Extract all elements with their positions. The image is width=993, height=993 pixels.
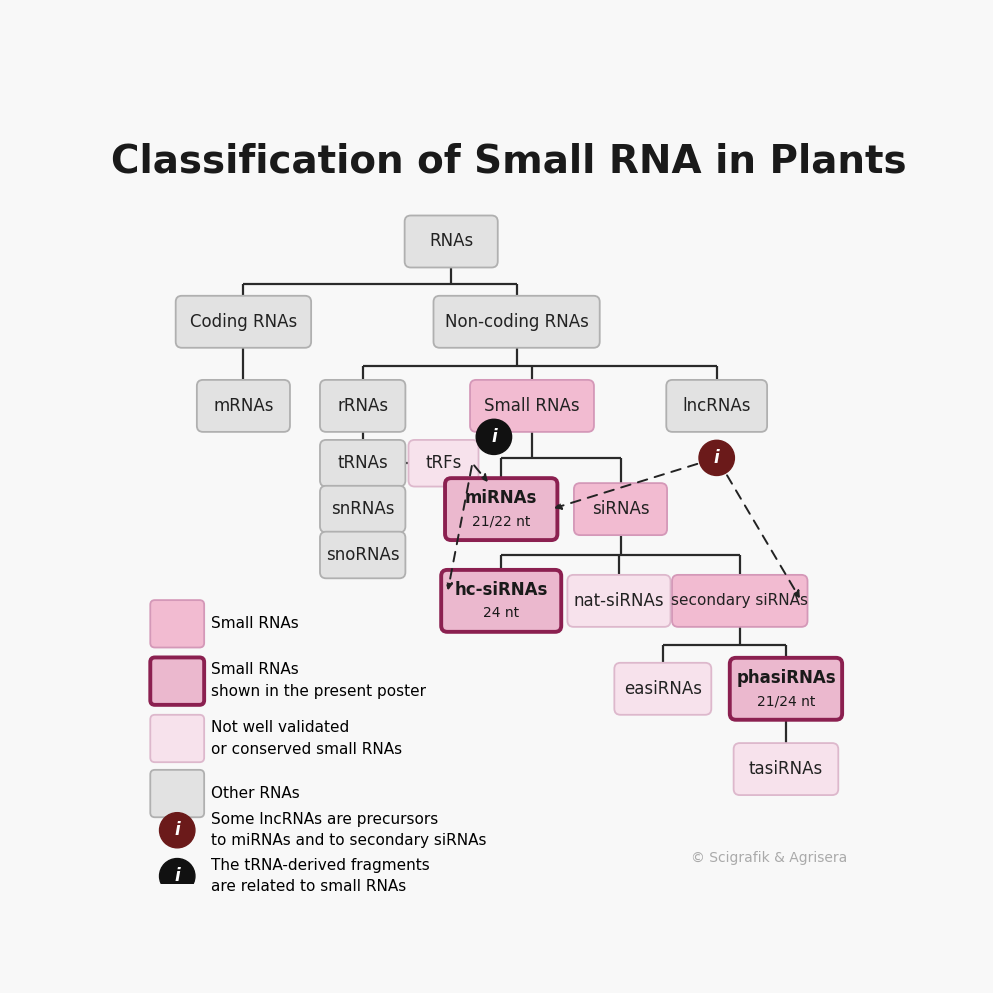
FancyBboxPatch shape bbox=[150, 600, 205, 647]
FancyBboxPatch shape bbox=[730, 657, 842, 720]
Circle shape bbox=[477, 419, 511, 455]
Text: i: i bbox=[175, 821, 180, 839]
Text: hc-siRNAs: hc-siRNAs bbox=[455, 581, 548, 599]
Text: nat-siRNAs: nat-siRNAs bbox=[574, 592, 664, 610]
Text: 24 nt: 24 nt bbox=[484, 606, 519, 620]
Text: 21/24 nt: 21/24 nt bbox=[757, 694, 815, 708]
Text: to miRNAs and to secondary siRNAs: to miRNAs and to secondary siRNAs bbox=[212, 833, 487, 848]
FancyBboxPatch shape bbox=[567, 575, 670, 627]
FancyBboxPatch shape bbox=[445, 479, 557, 540]
FancyBboxPatch shape bbox=[150, 657, 205, 705]
FancyBboxPatch shape bbox=[320, 531, 405, 578]
FancyBboxPatch shape bbox=[197, 380, 290, 432]
Text: tRNAs: tRNAs bbox=[338, 454, 388, 473]
Text: Non-coding RNAs: Non-coding RNAs bbox=[445, 313, 589, 331]
Text: i: i bbox=[714, 449, 720, 467]
Text: tRFs: tRFs bbox=[425, 454, 462, 473]
FancyBboxPatch shape bbox=[320, 486, 405, 532]
Text: Classification of Small RNA in Plants: Classification of Small RNA in Plants bbox=[111, 142, 907, 180]
FancyBboxPatch shape bbox=[574, 484, 667, 535]
Text: RNAs: RNAs bbox=[429, 232, 474, 250]
FancyBboxPatch shape bbox=[666, 380, 768, 432]
Text: Not well validated: Not well validated bbox=[212, 720, 350, 735]
FancyBboxPatch shape bbox=[734, 743, 838, 795]
FancyBboxPatch shape bbox=[470, 380, 594, 432]
Text: or conserved small RNAs: or conserved small RNAs bbox=[212, 742, 402, 757]
FancyBboxPatch shape bbox=[150, 770, 205, 817]
FancyBboxPatch shape bbox=[320, 380, 405, 432]
Text: snRNAs: snRNAs bbox=[331, 500, 394, 518]
FancyBboxPatch shape bbox=[404, 215, 497, 267]
Text: miRNAs: miRNAs bbox=[465, 490, 537, 507]
Circle shape bbox=[160, 859, 195, 894]
Text: i: i bbox=[491, 428, 496, 446]
Text: i: i bbox=[175, 867, 180, 885]
Text: tasiRNAs: tasiRNAs bbox=[749, 760, 823, 779]
Text: © Scigrafik & Agrisera: © Scigrafik & Agrisera bbox=[691, 851, 847, 865]
Circle shape bbox=[699, 440, 735, 476]
Text: shown in the present poster: shown in the present poster bbox=[212, 684, 426, 699]
Text: Coding RNAs: Coding RNAs bbox=[190, 313, 297, 331]
Text: Other RNAs: Other RNAs bbox=[212, 786, 300, 801]
Text: snoRNAs: snoRNAs bbox=[326, 546, 399, 564]
Text: 21/22 nt: 21/22 nt bbox=[472, 514, 530, 528]
FancyBboxPatch shape bbox=[441, 570, 561, 632]
Text: are related to small RNAs: are related to small RNAs bbox=[212, 879, 406, 894]
FancyBboxPatch shape bbox=[150, 715, 205, 763]
FancyBboxPatch shape bbox=[176, 296, 311, 348]
FancyBboxPatch shape bbox=[615, 662, 711, 715]
Text: Some lncRNAs are precursors: Some lncRNAs are precursors bbox=[212, 812, 438, 827]
Text: mRNAs: mRNAs bbox=[213, 397, 274, 415]
Text: Small RNAs: Small RNAs bbox=[212, 662, 299, 677]
FancyBboxPatch shape bbox=[672, 575, 807, 627]
Text: Small RNAs: Small RNAs bbox=[485, 397, 580, 415]
Text: phasiRNAs: phasiRNAs bbox=[736, 669, 836, 687]
Text: secondary siRNAs: secondary siRNAs bbox=[671, 594, 808, 609]
FancyBboxPatch shape bbox=[434, 296, 600, 348]
Text: The tRNA-derived fragments: The tRNA-derived fragments bbox=[212, 858, 430, 873]
Text: Small RNAs: Small RNAs bbox=[212, 617, 299, 632]
Text: lncRNAs: lncRNAs bbox=[682, 397, 751, 415]
Text: siRNAs: siRNAs bbox=[592, 500, 649, 518]
FancyBboxPatch shape bbox=[408, 440, 479, 487]
FancyBboxPatch shape bbox=[320, 440, 405, 487]
Circle shape bbox=[160, 812, 195, 848]
Text: rRNAs: rRNAs bbox=[338, 397, 388, 415]
Text: easiRNAs: easiRNAs bbox=[624, 680, 702, 698]
